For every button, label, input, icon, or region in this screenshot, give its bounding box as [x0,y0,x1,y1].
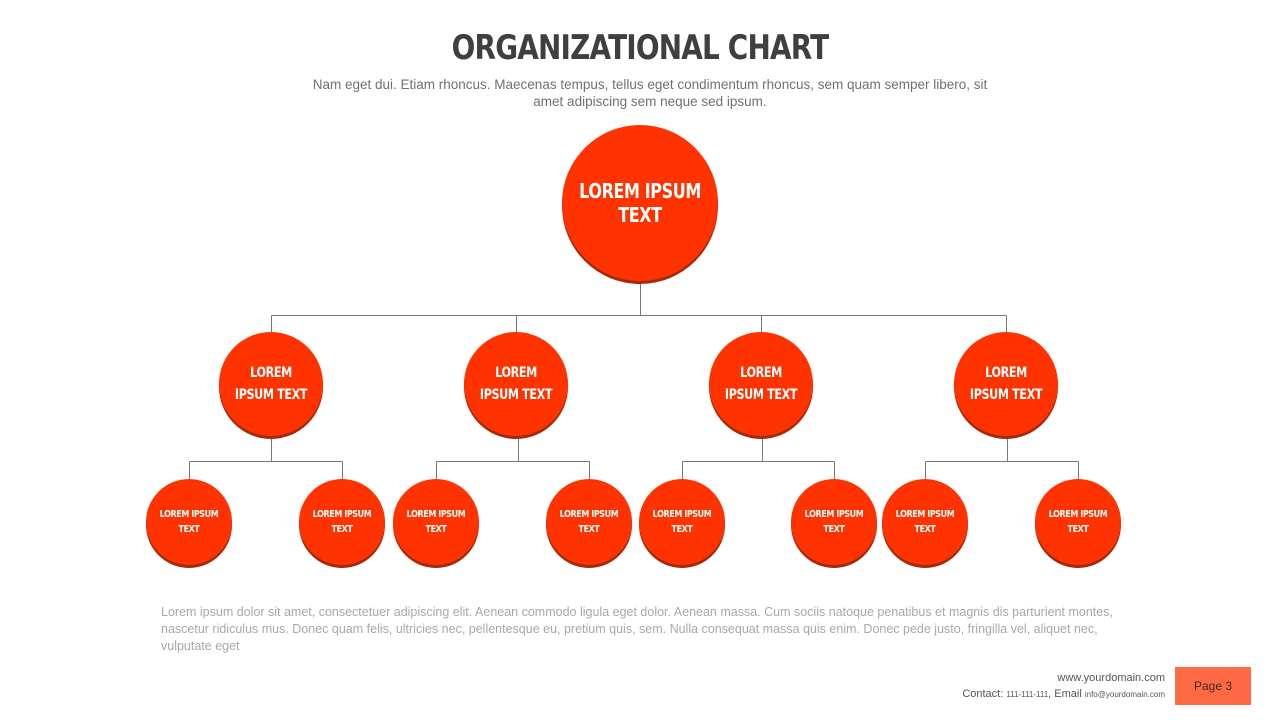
level2-node: LOREM IPSUM TEXT [709,332,813,436]
node-label: LOREM IPSUM TEXT [159,509,219,535]
node-label: LOREM IPSUM TEXT [895,509,955,535]
level3-node: LOREM IPSUM TEXT [146,479,232,565]
node-label: LOREM IPSUM TEXT [1048,509,1108,535]
node-label: LOREM IPSUM TEXT [312,509,372,535]
level3-node: LOREM IPSUM TEXT [639,479,725,565]
level3-node: LOREM IPSUM TEXT [393,479,479,565]
level3-node: LOREM IPSUM TEXT [882,479,968,565]
connector-root [271,283,1007,335]
node-label: LOREM IPSUM TEXT [559,509,619,535]
website: www.yourdomain.com [1057,672,1165,684]
level3-node: LOREM IPSUM TEXT [1035,479,1121,565]
body-text: Lorem ipsum dolor sit amet, consectetuer… [161,605,1113,653]
subtitle: Nam eget dui. Etiam rhoncus. Maecenas te… [312,77,988,109]
level2-node: LOREM IPSUM TEXT [219,332,323,436]
root-node: LOREM IPSUM TEXT [562,125,718,281]
contact-line: Contact: 111-111-111, Email info@yourdom… [962,688,1165,700]
page-number: Page 3 [1175,667,1251,705]
level3-node: LOREM IPSUM TEXT [299,479,385,565]
node-label: LOREM IPSUM TEXT [579,179,701,227]
email-label: , Email [1048,688,1085,700]
connector-branch-2 [436,437,590,482]
email: info@yourdomain.com [1084,690,1165,699]
node-label: LOREM IPSUM TEXT [234,365,308,403]
level2-node: LOREM IPSUM TEXT [954,332,1058,436]
level2-node: LOREM IPSUM TEXT [464,332,568,436]
node-label: LOREM IPSUM TEXT [969,365,1043,403]
connector-branch-3 [682,437,835,482]
node-label: LOREM IPSUM TEXT [804,509,864,535]
connector-branch-4 [925,437,1079,482]
contact-label: Contact: [962,688,1007,700]
node-label: LOREM IPSUM TEXT [406,509,466,535]
phone: 111-111-111 [1006,690,1049,699]
connector-branch-1 [189,437,343,482]
node-label: LOREM IPSUM TEXT [652,509,712,535]
level3-node: LOREM IPSUM TEXT [791,479,877,565]
node-label: LOREM IPSUM TEXT [724,365,798,403]
node-label: LOREM IPSUM TEXT [479,365,553,403]
page-title: ORGANIZATIONAL CHART [451,28,829,68]
level3-node: LOREM IPSUM TEXT [546,479,632,565]
